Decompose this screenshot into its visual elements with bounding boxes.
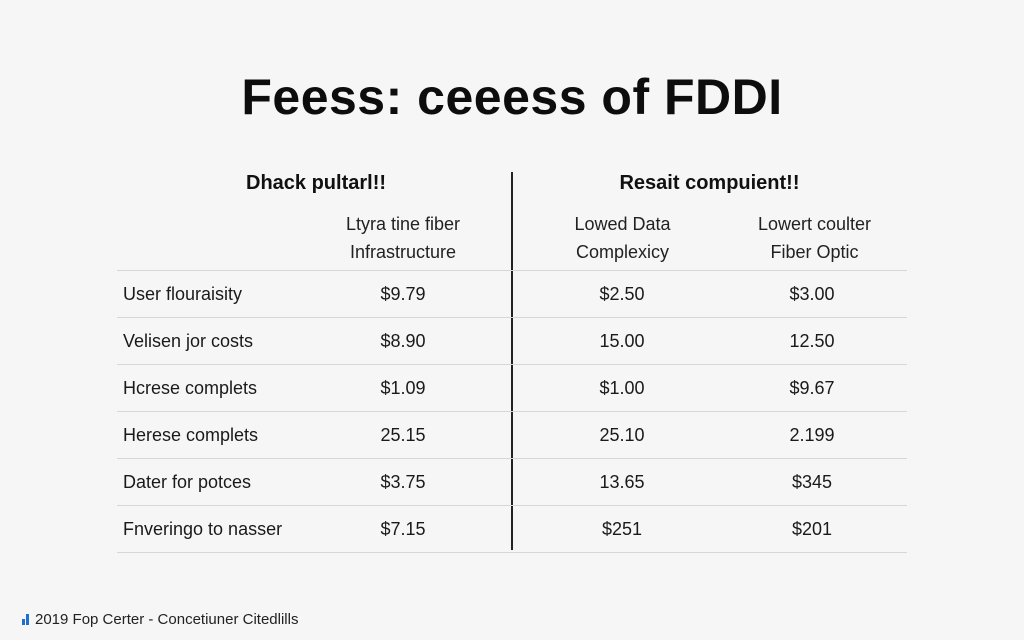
group-header-left: Dhack pultarl!! [246,172,387,194]
table-row: User flouraisity $9.79 $2.50 $3.00 [117,271,907,318]
table-row: Dater for potces $3.75 13.65 $345 [117,459,907,506]
row-label: Velisen jor costs [123,331,254,351]
table-cell: 25.15 [380,425,426,445]
table-cell: 15.00 [599,331,645,351]
footer-credit: 2019 Fop Certer - Concetiuner Citedlills [22,611,298,628]
table-cell: 13.65 [599,472,645,492]
row-label: Hcrese complets [123,378,258,398]
row-label: User flouraisity [123,284,243,304]
column-header-3-line-1: Lowert coulter [757,214,872,234]
row-label: Herese complets [123,425,259,445]
group-divider [511,172,513,550]
table-cell: $7.15 [380,519,426,539]
row-label: Fnveringo to nasser [123,519,283,539]
row-label: Dater for potces [123,472,252,492]
table-cell: $201 [791,519,833,539]
table-cell: $2.50 [599,284,645,304]
column-header-3-line-2: Fiber Optic [770,242,859,262]
table-cell: $1.09 [380,378,426,398]
table-cell: 12.50 [789,331,835,351]
table-row: Herese complets 25.15 25.10 2.199 [117,412,907,459]
footer-text: 2019 Fop Certer - Concetiuner Citedlills [35,611,299,628]
table-cell: $9.79 [380,284,426,304]
group-header-right: Resait compuient!! [619,172,800,194]
table-cell: $3.75 [380,472,426,492]
table-cell: 25.10 [599,425,645,445]
chart-title: Feess: ceeess of FDDI [241,69,783,125]
column-header-3: Lowert coulter Fiber Optic [722,210,907,266]
table-row: Velisen jor costs $8.90 15.00 12.50 [117,318,907,365]
column-header-1-line-2: Infrastructure [349,242,457,262]
column-header-1-line-1: Ltyra tine fiber [345,214,461,234]
column-header-2-line-2: Complexicy [575,242,670,262]
table-cell: $3.00 [789,284,835,304]
table-cell: $9.67 [789,378,835,398]
table-row: Fnveringo to nasser $7.15 $251 $201 [117,506,907,553]
table-row: Hcrese complets $1.09 $1.00 $9.67 [117,365,907,412]
table-cell: $8.90 [380,331,426,351]
table-cell: $251 [601,519,643,539]
table-cell: 2.199 [789,425,835,445]
bar-chart-icon [22,613,30,625]
column-header-1: Ltyra tine fiber Infrastructure [318,210,488,266]
data-table: User flouraisity $9.79 $2.50 $3.00 Velis… [117,270,907,553]
table-cell: $345 [791,472,833,492]
column-header-2-line-1: Lowed Data [574,214,671,234]
table-cell: $1.00 [599,378,645,398]
column-header-2: Lowed Data Complexicy [535,210,710,266]
